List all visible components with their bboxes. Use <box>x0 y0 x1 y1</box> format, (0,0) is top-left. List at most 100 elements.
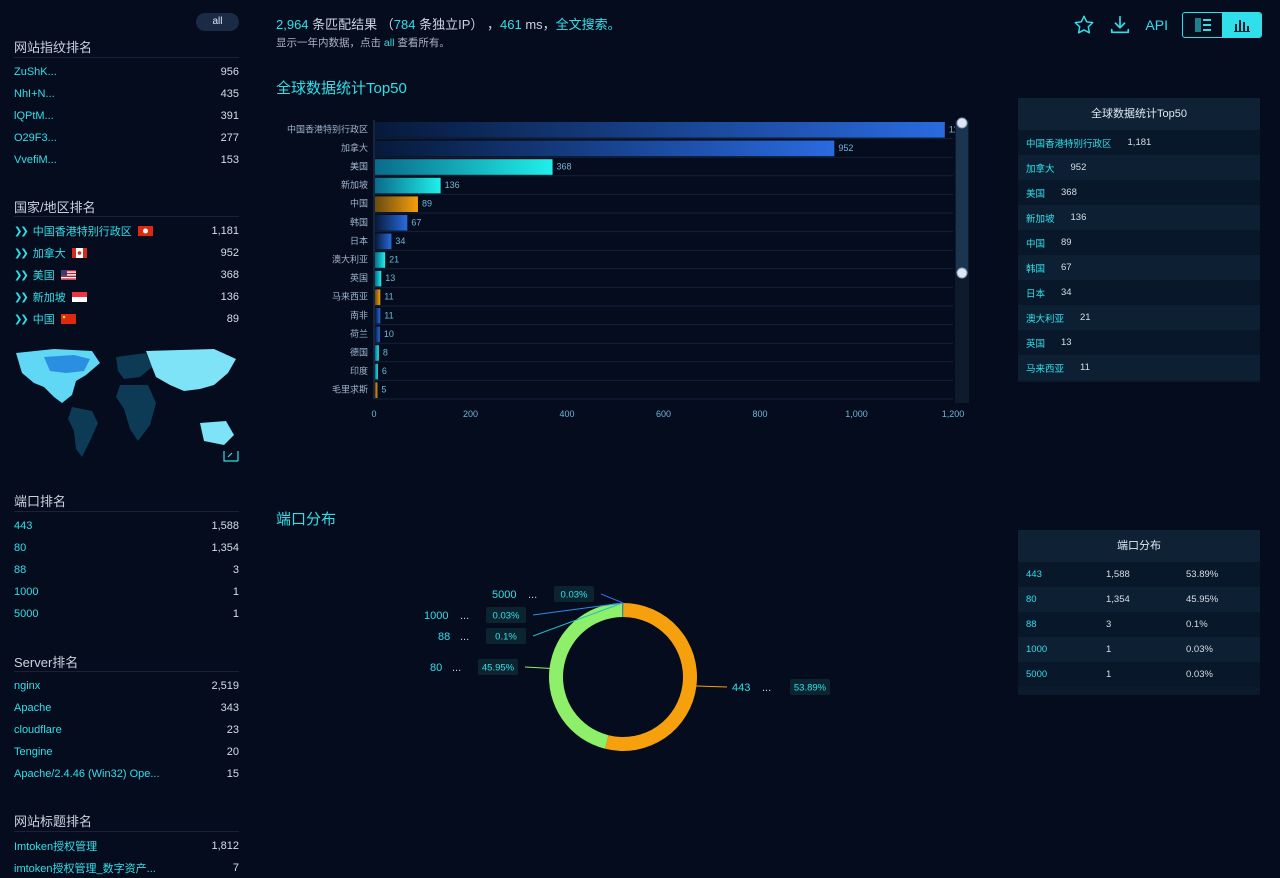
bar-5[interactable] <box>375 215 408 231</box>
sidebar-webtitle-item[interactable]: Imtoken授权管理 1,812 <box>14 836 239 856</box>
fulltext-search-link[interactable]: 全文搜索。 <box>555 17 621 32</box>
sidebar-server-item[interactable]: Tengine 20 <box>14 742 239 762</box>
sidebar-item-label: Apache <box>14 702 52 714</box>
category-label: 澳大利亚 <box>332 254 368 265</box>
canada-shape <box>44 355 90 373</box>
bar-11[interactable] <box>375 326 380 343</box>
category-label: 英国 <box>350 272 368 283</box>
world-map[interactable] <box>14 345 239 465</box>
port-table-row: 1000 1 0.03% <box>1018 637 1260 662</box>
sidebar-item-label: Imtoken授权管理 <box>14 841 98 853</box>
bar-3[interactable] <box>375 177 441 194</box>
x-tick-label: 600 <box>656 409 671 419</box>
ip-count: 784 <box>393 17 416 32</box>
value-label: 5 <box>381 385 386 395</box>
percent-cell: 0.1% <box>1186 619 1208 630</box>
sidebar-country-item[interactable]: ❯❯ 新加坡 136 <box>14 287 239 307</box>
sidebar-fingerprint-item[interactable]: ZuShK... 956 <box>14 62 239 82</box>
sidebar-server-item[interactable]: Apache 343 <box>14 698 239 718</box>
bar-2[interactable] <box>375 159 553 175</box>
value-label: 21 <box>389 255 399 265</box>
bar-9[interactable] <box>375 289 381 305</box>
sidebar-item-count: 1,354 <box>211 542 239 554</box>
pie-label-dots: ... <box>460 610 469 622</box>
sidebar-item-count: 89 <box>226 313 239 325</box>
sidebar-webtitle-item[interactable]: imtoken授权管理_数字资产... 7 <box>14 858 239 878</box>
sidebar-fingerprint-item[interactable]: NhI+N... 435 <box>14 84 239 104</box>
sidebar-server-item[interactable]: nginx 2,519 <box>14 676 239 696</box>
category-label: 荷兰 <box>350 328 368 339</box>
country-table-row: 马来西亚 11 <box>1018 355 1260 380</box>
sidebar-item-label: lQPtM... <box>14 110 54 122</box>
sidebar-fingerprint-item[interactable]: O29F3... 277 <box>14 128 239 148</box>
api-button[interactable]: API <box>1145 17 1168 33</box>
pie-chart-title: 端口分布 <box>276 511 337 528</box>
bar-13[interactable] <box>375 363 378 380</box>
bar-7[interactable] <box>375 252 386 268</box>
zoom-handle[interactable] <box>956 117 968 129</box>
sidebar-divider <box>14 831 239 832</box>
sidebar-port-item[interactable]: 1000 1 <box>14 582 239 602</box>
zoom-handle[interactable] <box>956 267 968 279</box>
count-cell: 952 <box>1070 162 1087 173</box>
sidebar-item-count: 956 <box>220 66 239 78</box>
sidebar-port-item[interactable]: 80 1,354 <box>14 538 239 558</box>
asia-shape <box>146 349 236 391</box>
count-cell: 1 <box>1106 644 1112 655</box>
bar-10[interactable] <box>375 308 381 324</box>
port-cell: 88 <box>1026 619 1037 630</box>
all-button[interactable]: all <box>196 13 239 31</box>
label-leader-line <box>600 593 624 604</box>
sidebar-country-item[interactable]: ❯❯ 加拿大 952 <box>14 243 239 263</box>
x-tick-label: 0 <box>371 409 376 419</box>
country-cell: 中国香港特别行政区 <box>1026 138 1112 150</box>
sidebar-item-count: 391 <box>220 110 239 122</box>
pie-label-name: 443 <box>732 682 750 694</box>
slice-443[interactable] <box>605 603 698 751</box>
sidebar-server-item[interactable]: Apache/2.4.46 (Win32) Ope... 15 <box>14 764 239 784</box>
country-table-row: 日本 34 <box>1018 280 1260 305</box>
bar-1[interactable] <box>375 140 835 157</box>
sidebar-port-item[interactable]: 88 3 <box>14 560 239 580</box>
chart-view-button[interactable] <box>1222 13 1261 37</box>
bar-6[interactable] <box>375 233 392 250</box>
country-cell: 日本 <box>1026 288 1046 300</box>
sidebar-item-count: 153 <box>220 154 239 166</box>
sidebar-port-item[interactable]: 5000 1 <box>14 604 239 624</box>
sidebar-server-item[interactable]: cloudflare 23 <box>14 720 239 740</box>
list-view-button[interactable] <box>1183 13 1222 37</box>
pie-percent: 0.1% <box>495 632 517 643</box>
query-time: 461 <box>500 17 522 32</box>
sidebar-country-item[interactable]: ❯❯ 中国香港特别行政区 1,181 <box>14 221 239 241</box>
category-label: 韩国 <box>350 216 368 227</box>
sidebar-item-label: 中国香港特别行政区 <box>32 226 132 238</box>
star-icon[interactable] <box>1073 14 1095 36</box>
country-cell: 澳大利亚 <box>1026 313 1065 325</box>
hongkong-flag-icon <box>137 226 153 236</box>
zoom-slider-window[interactable] <box>956 123 968 273</box>
bar-0[interactable] <box>375 122 945 138</box>
bar-4[interactable] <box>375 196 418 212</box>
sidebar-country-item[interactable]: ❯❯ 美国 368 <box>14 265 239 285</box>
sub-all-link[interactable]: all <box>383 37 395 49</box>
sidebar-fingerprint-item[interactable]: lQPtM... 391 <box>14 106 239 126</box>
slice-80[interactable] <box>549 603 623 749</box>
value-label: 11 <box>384 310 393 320</box>
result-count-suffix: 条匹配结果 （ <box>308 17 394 32</box>
bar-8[interactable] <box>375 270 382 287</box>
sub-suffix: 查看所有。 <box>394 37 450 49</box>
bar-14[interactable] <box>375 382 378 398</box>
sidebar-country-title: 国家/地区排名 <box>14 200 96 215</box>
slice-88[interactable] <box>622 603 623 618</box>
count-cell: 136 <box>1070 212 1087 223</box>
view-toggle <box>1182 12 1262 38</box>
pie-percent-box <box>486 607 526 623</box>
singapore-flag-icon <box>71 292 87 302</box>
bar-12[interactable] <box>375 345 379 361</box>
sidebar-fingerprint-item[interactable]: VvefiM... 153 <box>14 150 239 170</box>
download-icon[interactable] <box>1109 14 1131 36</box>
sidebar-port-item[interactable]: 443 1,588 <box>14 516 239 536</box>
sidebar-country-item[interactable]: ❯❯ 中国 89 <box>14 309 239 329</box>
fullscreen-icon[interactable] <box>223 451 239 462</box>
sidebar-item-label: 美国 <box>32 270 55 282</box>
